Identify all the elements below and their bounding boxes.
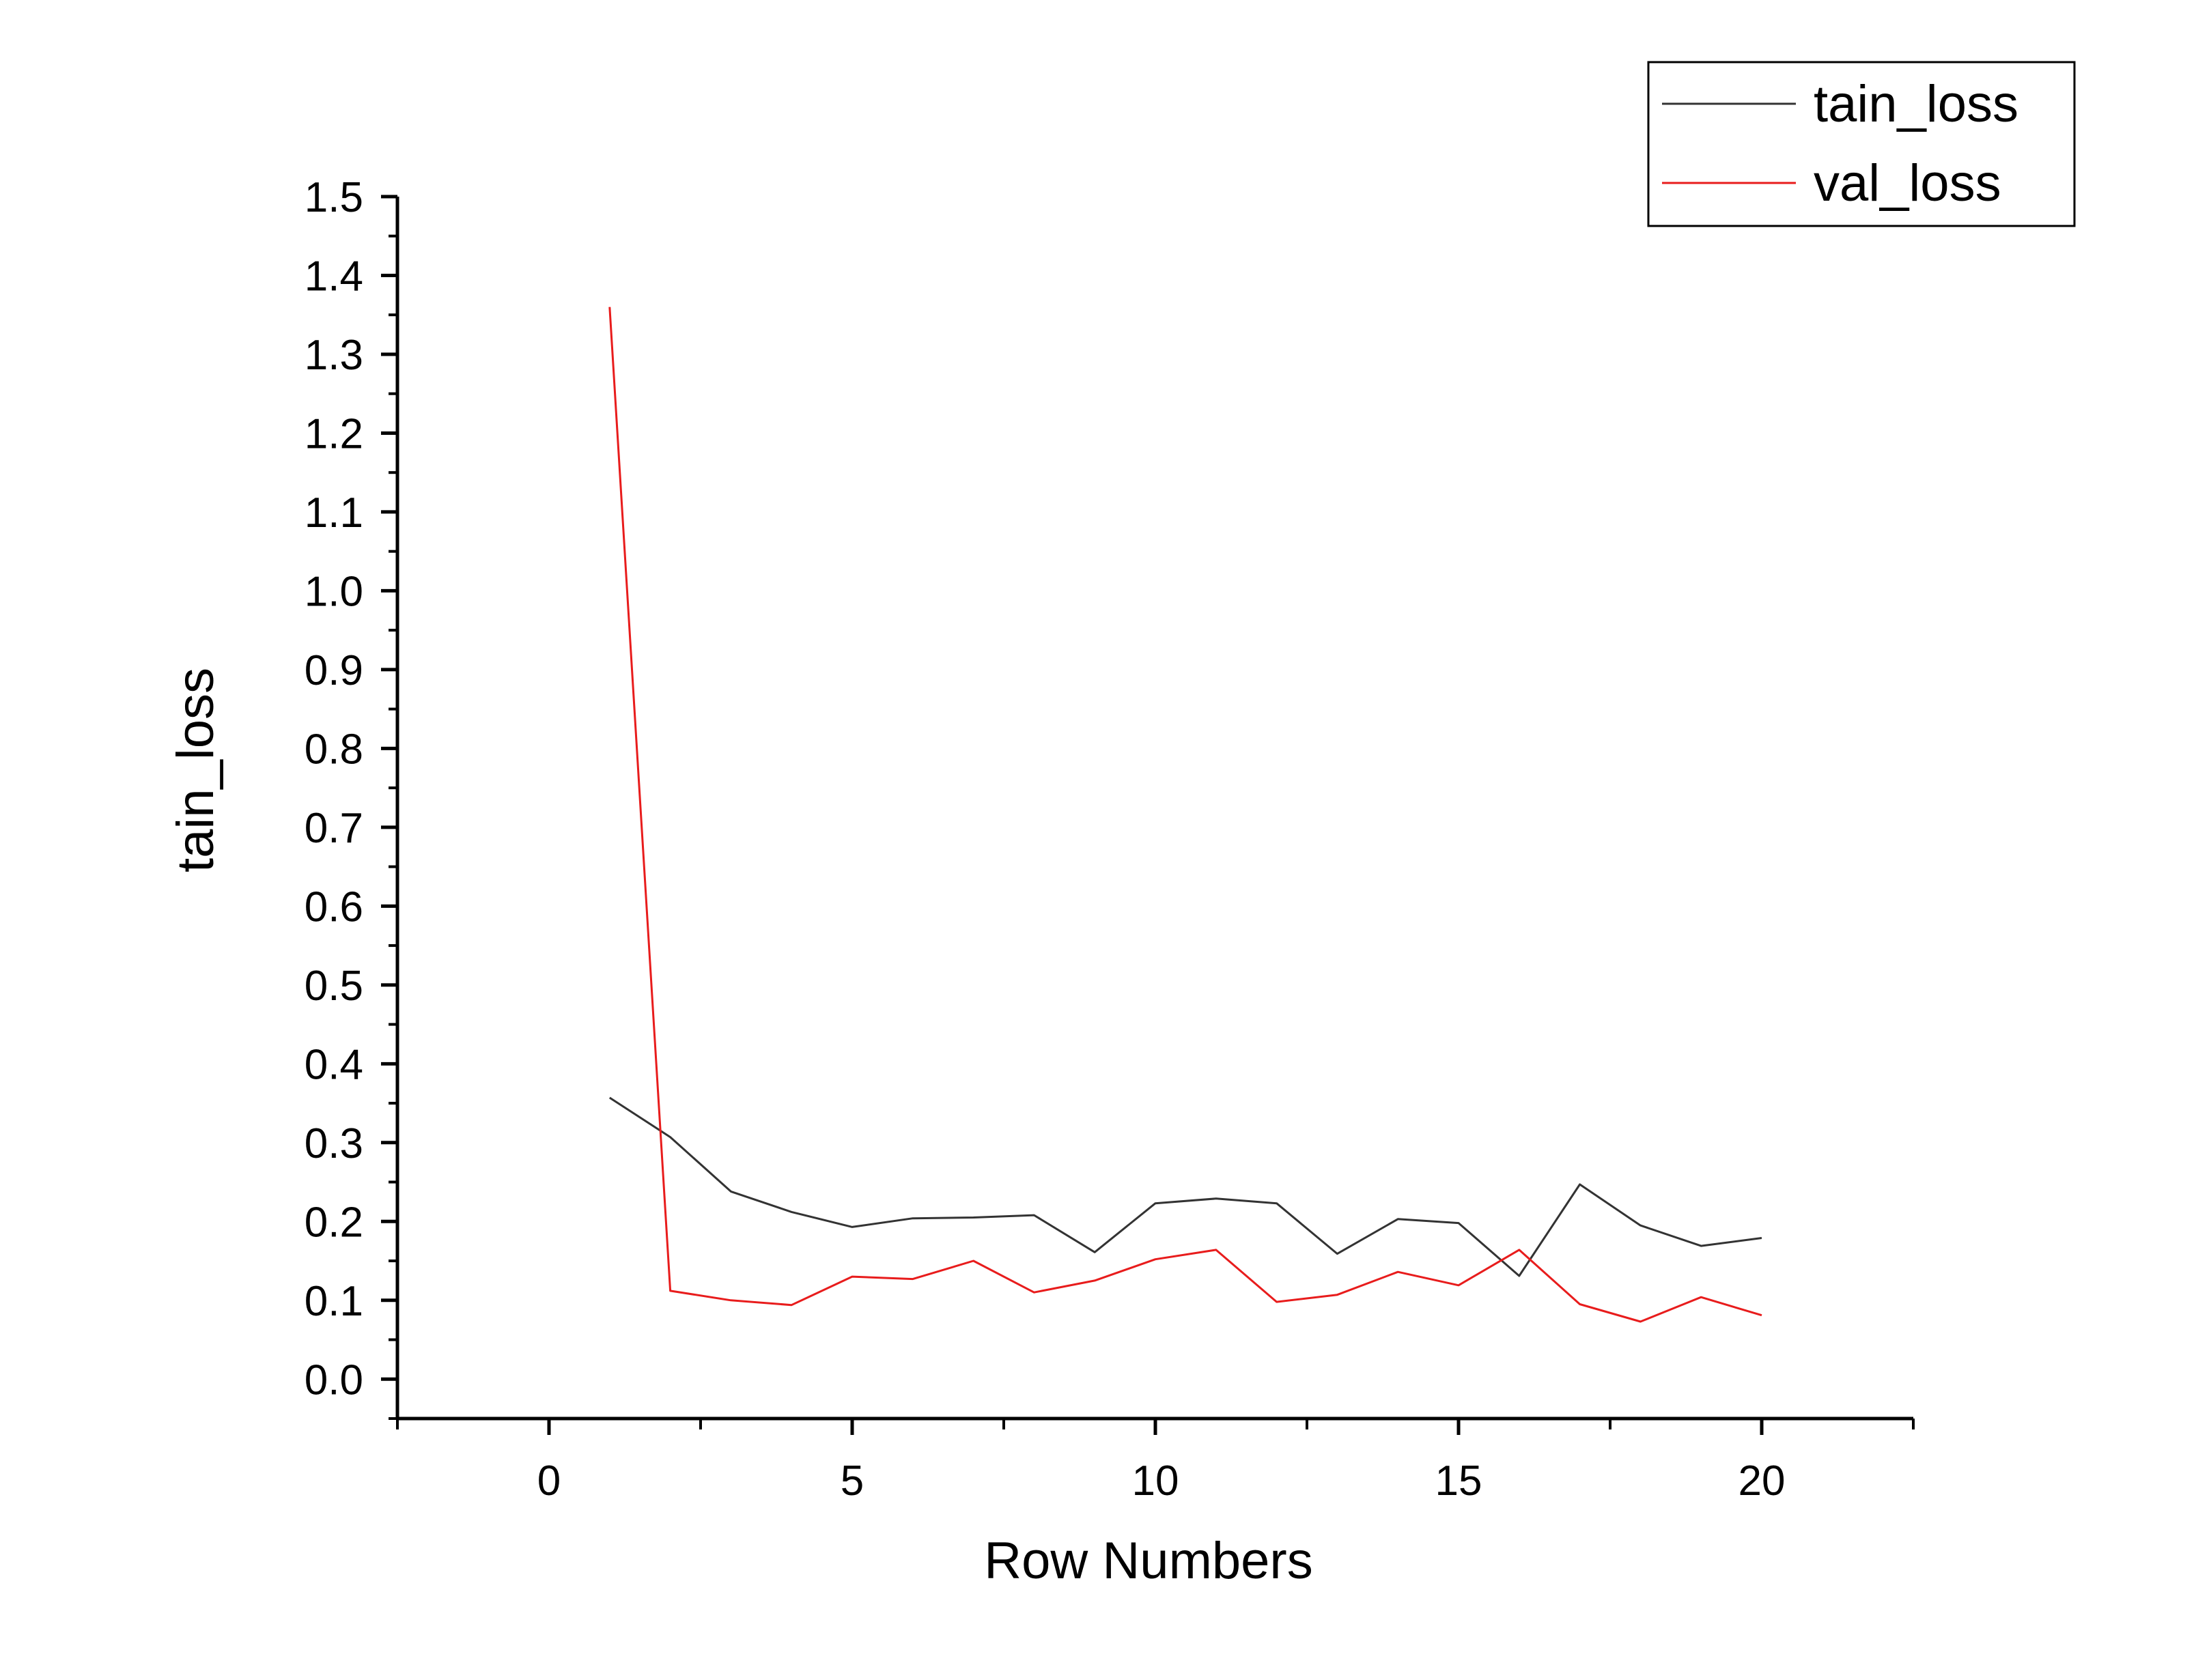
series-line-tain-loss: [608, 1096, 1762, 1277]
series-line-val-loss: [608, 307, 1762, 1323]
legend-label-val-loss: val_loss: [1814, 154, 2001, 212]
y-tick-label: 0.0: [305, 1356, 363, 1404]
y-tick-label: 1.4: [305, 253, 363, 300]
y-tick-label: 1.5: [305, 174, 363, 221]
legend: tain_loss val_loss: [1647, 61, 2076, 227]
y-tick-label: 0.2: [305, 1199, 363, 1246]
y-tick-label: 0.8: [305, 726, 363, 773]
legend-box: [1647, 61, 2076, 227]
y-tick-label: 0.3: [305, 1120, 363, 1167]
y-ticks: 0.0 0.1 0.2 0.3 0.4 0.5 0.6 0.7 0.8 0.9 1.0 1.1 1.2 1…: [305, 174, 397, 1420]
y-axis-title: tain_loss: [167, 668, 225, 872]
y-tick-label: 0.5: [305, 963, 363, 1010]
x-tick-label: 5: [841, 1457, 864, 1505]
x-tick-label: 20: [1738, 1457, 1786, 1505]
y-tick-label: 1.2: [305, 410, 363, 457]
y-tick-label: 0.6: [305, 883, 363, 930]
y-tick-label: 0.4: [305, 1041, 363, 1088]
x-tick-label: 15: [1435, 1457, 1482, 1505]
y-tick-label: 0.7: [305, 805, 363, 852]
y-tick-label: 0.1: [305, 1278, 363, 1325]
y-tick-label: 0.9: [305, 647, 363, 694]
x-ticks: 0 5 10 15 20: [396, 1419, 1915, 1505]
series-lines: [608, 307, 1762, 1323]
axes: [395, 197, 1913, 1421]
x-tick-label: 0: [537, 1457, 561, 1505]
x-tick-label: 10: [1132, 1457, 1179, 1505]
legend-label-tain-loss: tain_loss: [1814, 75, 2018, 133]
y-tick-label: 1.0: [305, 568, 363, 615]
y-tick-label: 1.3: [305, 332, 363, 379]
x-axis-title: Row Numbers: [984, 1532, 1312, 1590]
y-tick-label: 1.1: [305, 489, 363, 537]
